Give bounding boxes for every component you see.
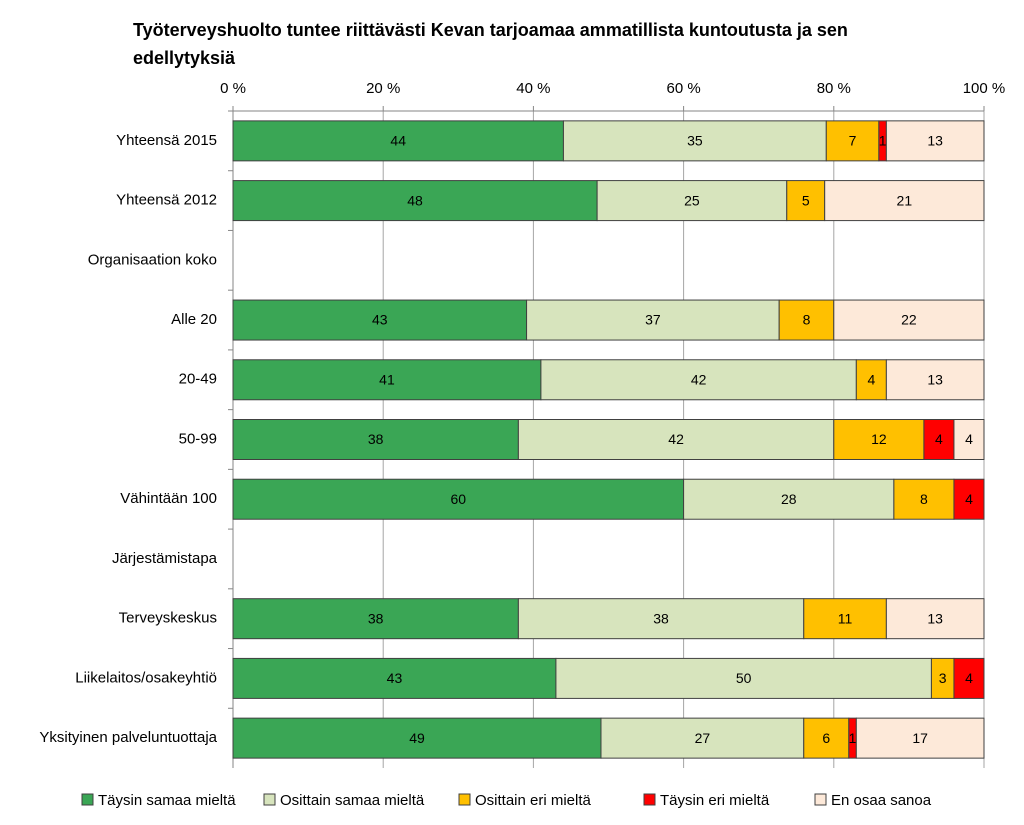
value-label: 49 (409, 730, 425, 746)
bar-segment (600, 717, 805, 759)
bar-segment (778, 299, 835, 341)
bar-segment (232, 598, 519, 640)
bar-segment (596, 180, 788, 222)
value-label: 22 (901, 312, 917, 328)
value-label: 43 (372, 312, 388, 328)
bar-segment (885, 598, 985, 640)
bar-segment (232, 180, 598, 222)
value-label: 8 (803, 312, 811, 328)
bar-segment (855, 359, 887, 401)
bar-segment (232, 299, 528, 341)
legend-swatch (458, 793, 471, 806)
value-label: 4 (965, 491, 973, 507)
bar-segment (517, 598, 805, 640)
bar-segment (683, 478, 895, 520)
chart-title: Työterveyshuolto tuntee riittävästi Keva… (133, 20, 848, 68)
y-tick-label: Järjestämistapa (112, 550, 218, 567)
value-label: 28 (781, 491, 797, 507)
y-tick-label: Yhteensä 2012 (116, 192, 217, 209)
y-tick-label: Terveyskeskus (119, 610, 217, 627)
x-tick-label: 0 % (220, 80, 246, 97)
value-label: 3 (939, 670, 947, 686)
y-tick-label: Vähintään 100 (120, 490, 217, 507)
bar-segment (855, 717, 985, 759)
bar-segment (824, 180, 985, 222)
value-label: 27 (695, 730, 711, 746)
value-label: 4 (867, 371, 875, 387)
bar-segment (526, 299, 780, 341)
value-label: 12 (871, 431, 887, 447)
legend-label: Täysin eri mieltä (660, 792, 770, 809)
value-label: 21 (897, 192, 913, 208)
bar-segment (232, 419, 519, 460)
legend-label: Osittain eri mieltä (475, 792, 592, 809)
bar-segment (232, 657, 557, 699)
value-label: 4 (965, 670, 973, 686)
x-tick-label: 40 % (516, 80, 550, 97)
bar-segment (803, 717, 850, 759)
value-label: 1 (849, 730, 857, 746)
value-label: 38 (368, 431, 384, 447)
legend-label: Täysin samaa mieltä (98, 792, 236, 809)
value-label: 6 (822, 730, 830, 746)
value-label: 37 (645, 312, 661, 328)
y-tick-label: Yksityinen palveluntuottaja (39, 729, 217, 746)
x-tick-label: 100 % (963, 80, 1006, 97)
x-tick-label: 80 % (817, 80, 851, 97)
value-label: 4 (935, 431, 943, 447)
value-label: 50 (736, 670, 752, 686)
value-label: 1 (879, 133, 887, 149)
y-tick-label: Alle 20 (171, 311, 217, 328)
bar-segment (833, 299, 985, 341)
value-label: 11 (838, 610, 853, 626)
value-label: 48 (407, 192, 423, 208)
value-label: 38 (653, 610, 669, 626)
value-label: 13 (927, 133, 943, 149)
value-label: 17 (912, 730, 928, 746)
value-label: 42 (691, 371, 707, 387)
value-label: 4 (965, 431, 973, 447)
bar-segment (885, 359, 985, 401)
bar-segment (953, 657, 985, 699)
x-tick-label: 20 % (366, 80, 400, 97)
legend-swatch (263, 793, 276, 806)
value-label: 7 (849, 133, 857, 149)
bar-segment (833, 419, 925, 460)
bar-segment (562, 120, 827, 162)
value-label: 35 (687, 133, 703, 149)
bar-segment (232, 717, 602, 759)
value-label: 5 (802, 192, 810, 208)
value-label: 13 (927, 371, 943, 387)
y-tick-label: 20-49 (179, 371, 217, 388)
value-label: 43 (387, 670, 403, 686)
value-label: 44 (390, 133, 406, 149)
legend-swatch (814, 793, 827, 806)
y-tick-label: 50-99 (179, 430, 217, 447)
value-label: 60 (451, 491, 467, 507)
legend-swatch (81, 793, 94, 806)
bar-segment (232, 359, 542, 401)
bar-segment (517, 419, 835, 460)
legend-label: Osittain samaa mieltä (280, 792, 425, 809)
bar-segment (953, 419, 985, 460)
value-label: 13 (927, 610, 943, 626)
value-label: 25 (684, 192, 700, 208)
value-label: 8 (920, 491, 928, 507)
y-tick-label: Liikelaitos/osakeyhtiö (75, 669, 217, 686)
bar-segment (885, 120, 985, 162)
y-tick-label: Organisaation koko (88, 251, 217, 268)
bar-segment (555, 657, 932, 699)
legend-label: En osaa sanoa (831, 792, 932, 809)
legend-swatch (643, 793, 656, 806)
y-tick-label: Yhteensä 2015 (116, 132, 217, 149)
bar-segment (232, 478, 685, 520)
value-label: 38 (368, 610, 384, 626)
value-label: 41 (379, 371, 395, 387)
bar-segment (540, 359, 857, 401)
x-tick-label: 60 % (666, 80, 700, 97)
value-label: 42 (668, 431, 684, 447)
bar-segment (953, 478, 985, 520)
